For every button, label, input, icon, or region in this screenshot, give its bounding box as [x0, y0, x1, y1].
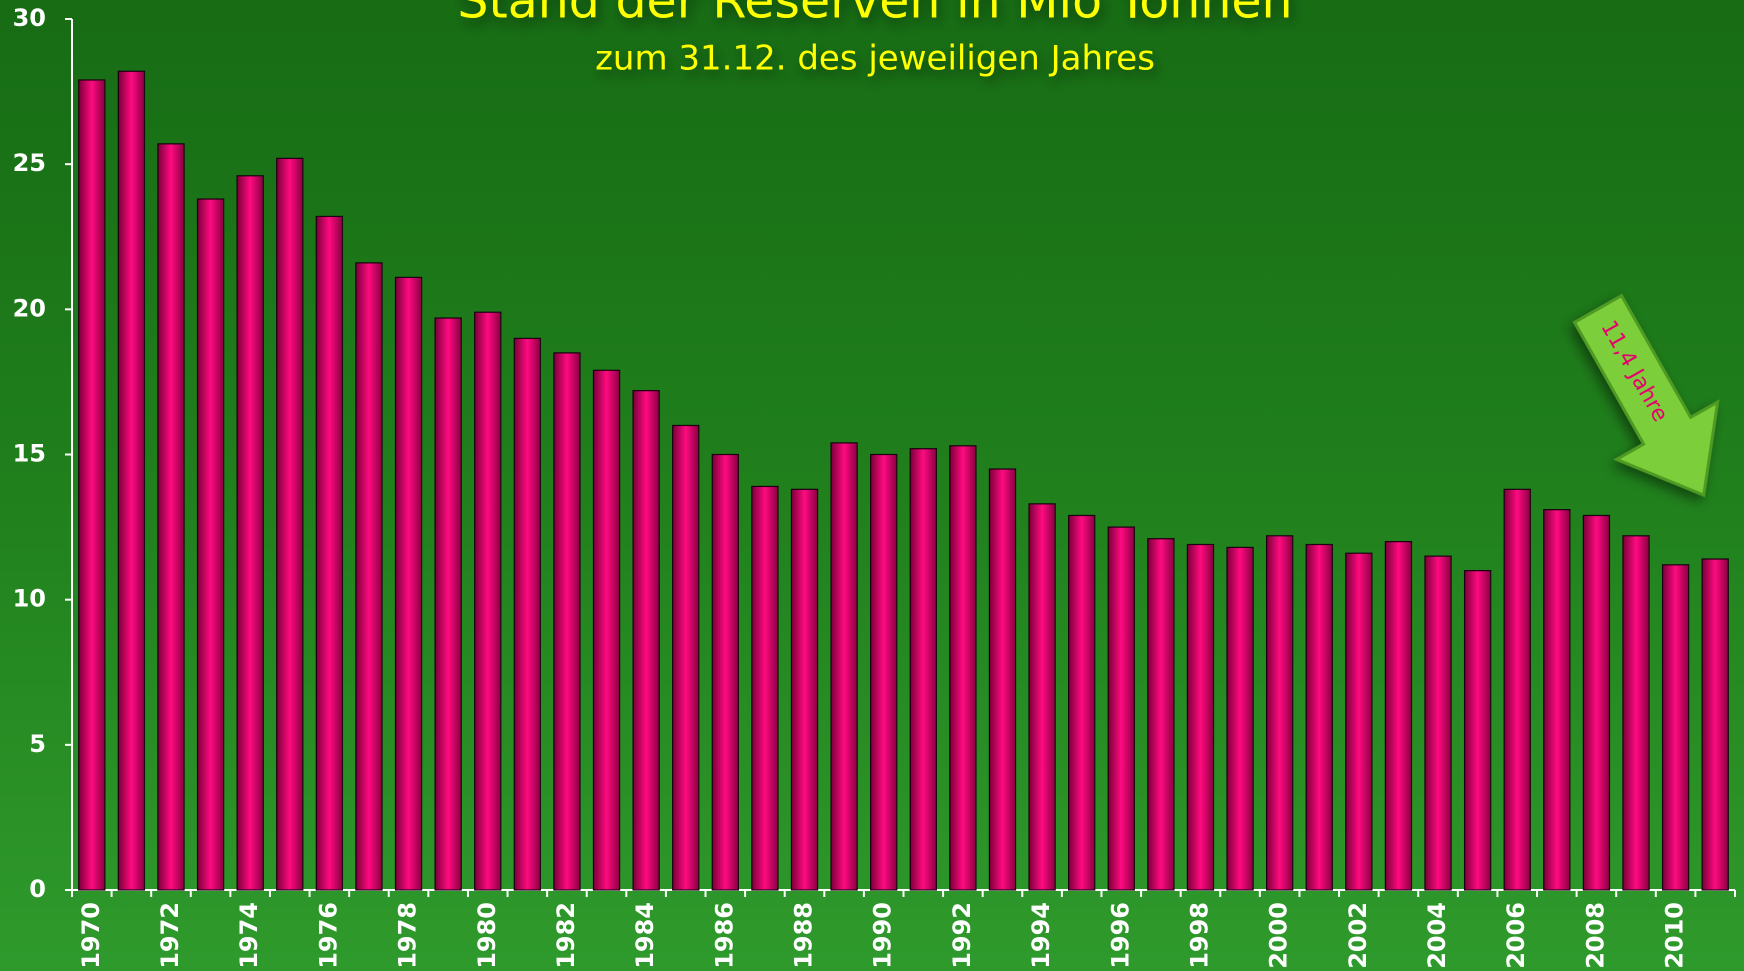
- x-tick-label: 1992: [948, 902, 976, 969]
- bar: [909, 448, 937, 891]
- bar: [553, 352, 581, 891]
- x-tick-label: 1972: [156, 902, 184, 969]
- x-tick-label: 2010: [1661, 902, 1689, 969]
- x-tick-label: 2000: [1265, 902, 1293, 969]
- x-tick-label: 1990: [869, 902, 897, 969]
- x-tick-label: 2008: [1581, 902, 1609, 969]
- bar: [315, 215, 344, 891]
- bar: [236, 175, 264, 891]
- bar: [1543, 509, 1571, 891]
- x-tick-label: 1976: [314, 902, 342, 969]
- bar: [1463, 570, 1492, 891]
- bar: [1345, 552, 1373, 891]
- bar: [1701, 558, 1729, 891]
- y-tick-label: 25: [13, 149, 46, 177]
- bar: [592, 369, 621, 891]
- bar: [672, 424, 700, 891]
- bar: [117, 70, 146, 891]
- bar: [711, 453, 739, 891]
- x-tick-label: 1978: [394, 902, 422, 969]
- bar: [474, 311, 502, 891]
- bar: [434, 317, 462, 891]
- bar: [751, 485, 779, 891]
- x-tick-label: 1984: [631, 902, 659, 969]
- bar: [1622, 535, 1650, 891]
- chart-subtitle: zum 31.12. des jeweiligen Jahres: [595, 39, 1155, 79]
- x-tick-label: 1988: [790, 902, 818, 969]
- bar: [1107, 526, 1135, 891]
- bar: [1384, 540, 1413, 891]
- bar: [1503, 488, 1531, 891]
- bar: [870, 453, 898, 891]
- y-tick-label: 20: [13, 294, 46, 322]
- bar: [1661, 564, 1690, 891]
- bar: [1147, 538, 1175, 891]
- bar: [830, 442, 858, 891]
- bar: [276, 157, 304, 891]
- bar: [988, 468, 1017, 891]
- x-tick-label: 1998: [1185, 902, 1213, 969]
- x-tick-label: 1980: [473, 902, 501, 969]
- arrow-shape: [1572, 293, 1720, 498]
- x-tick-label: 2004: [1423, 902, 1451, 969]
- bar: [1265, 535, 1294, 891]
- x-tick-label: 1970: [77, 902, 105, 969]
- x-tick-label: 2002: [1344, 902, 1372, 969]
- bar: [78, 79, 106, 891]
- bar: [355, 262, 383, 891]
- bar: [394, 276, 423, 891]
- bar: [513, 337, 542, 891]
- bar: [1226, 546, 1254, 891]
- x-tick-label: 2006: [1502, 902, 1530, 969]
- y-tick-label: 15: [13, 440, 46, 468]
- bar: [1582, 514, 1611, 891]
- bar: [1424, 555, 1452, 891]
- x-tick-label: 1996: [1106, 902, 1134, 969]
- bar: [949, 445, 977, 891]
- bar: [632, 390, 660, 891]
- x-tick-label: 1994: [1027, 902, 1055, 969]
- y-tick-label: 0: [29, 875, 46, 903]
- x-tick-label: 1974: [235, 902, 263, 969]
- y-tick-label: 30: [13, 4, 46, 32]
- bar: [1028, 503, 1056, 891]
- bar: [790, 488, 819, 891]
- bar: [1305, 543, 1333, 891]
- bar: [1068, 514, 1096, 891]
- chart-title: Stand der Reserven in Mio Tonnen: [457, 0, 1292, 30]
- bar: [196, 198, 225, 891]
- bar: [157, 143, 185, 891]
- y-tick-label: 5: [29, 730, 46, 758]
- x-tick-label: 1986: [710, 902, 738, 969]
- y-tick-label: 10: [13, 585, 46, 613]
- x-tick-label: 1982: [552, 902, 580, 969]
- bar: [1186, 543, 1215, 891]
